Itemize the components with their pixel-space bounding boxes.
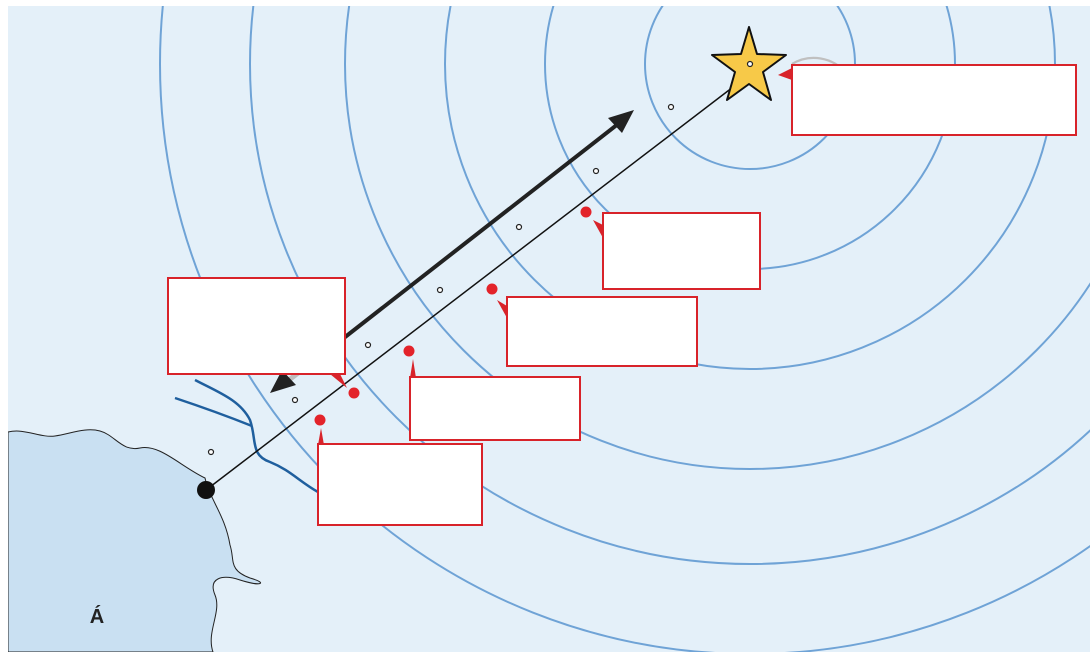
- wave-ring-5: [249, 6, 1090, 565]
- red-marker-4: [348, 387, 360, 399]
- land-mass: [8, 429, 262, 652]
- red-markers: [314, 206, 592, 426]
- arrow-head-up-icon: [608, 110, 634, 133]
- red-marker-5: [314, 414, 326, 426]
- arrow-head-down-icon: [270, 370, 296, 393]
- red-marker-3: [403, 345, 415, 357]
- wave-ring-6: [159, 6, 1090, 652]
- region-label: Á: [90, 605, 104, 628]
- epicenter-station-line: [205, 83, 738, 491]
- point-label-box-2: [497, 296, 698, 367]
- river: [174, 378, 319, 494]
- red-marker-1: [580, 206, 592, 218]
- station-point: [197, 481, 215, 499]
- epicenter-label-box: [778, 64, 1077, 136]
- epicenter-star-icon: [711, 26, 787, 101]
- point-label-box-3: [409, 359, 581, 441]
- coast-label-box: [167, 277, 347, 388]
- red-marker-2: [486, 283, 498, 295]
- point-label-box-4: [317, 428, 483, 526]
- small-dots: [207, 103, 675, 456]
- wave-ring-4: [344, 6, 1090, 470]
- point-label-box-1: [593, 212, 761, 290]
- label-boxes: [167, 64, 1077, 526]
